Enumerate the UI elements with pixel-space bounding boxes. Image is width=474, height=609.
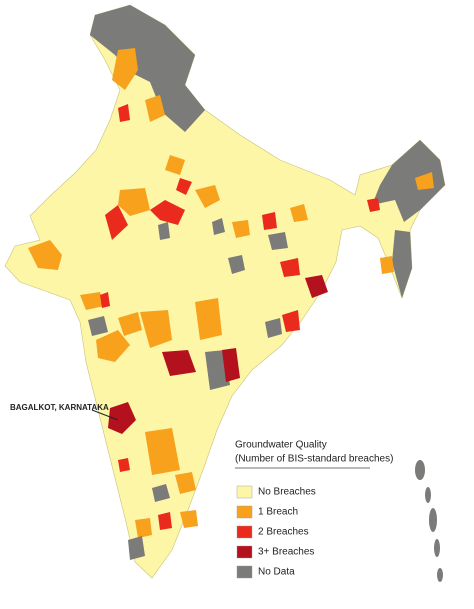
country-shapes xyxy=(4,4,446,582)
district-regions xyxy=(28,5,445,560)
district xyxy=(158,222,170,240)
district xyxy=(392,230,412,298)
district xyxy=(150,200,185,225)
district xyxy=(162,350,196,376)
district xyxy=(80,292,104,310)
legend-swatch xyxy=(236,505,253,519)
island xyxy=(437,568,443,582)
district xyxy=(135,518,152,538)
district xyxy=(290,204,308,222)
district xyxy=(232,220,250,238)
district xyxy=(262,212,277,230)
district xyxy=(158,512,172,530)
district xyxy=(305,275,328,298)
legend: No Breaches 1 Breach 2 Breaches 3+ Breaches… xyxy=(236,485,316,579)
legend-title: Groundwater Quality xyxy=(235,440,327,451)
district xyxy=(100,292,110,308)
district xyxy=(140,310,172,348)
district xyxy=(118,188,150,216)
legend-label: 1 Breach xyxy=(258,507,298,518)
district xyxy=(195,298,222,340)
india-outline xyxy=(4,4,446,579)
district xyxy=(128,536,145,560)
district xyxy=(108,402,136,434)
district xyxy=(112,48,138,90)
district xyxy=(268,232,288,250)
district xyxy=(415,172,434,190)
district xyxy=(372,140,445,222)
legend-swatch xyxy=(236,545,253,559)
island xyxy=(415,460,425,480)
district xyxy=(367,198,380,212)
district xyxy=(165,155,185,175)
district xyxy=(90,5,205,132)
district xyxy=(118,458,130,472)
island xyxy=(425,487,431,503)
district xyxy=(152,484,170,502)
district xyxy=(88,316,108,336)
district xyxy=(280,258,300,277)
district xyxy=(180,510,198,528)
district xyxy=(228,255,245,274)
district xyxy=(176,178,192,195)
island xyxy=(429,508,437,532)
district xyxy=(175,472,196,494)
island xyxy=(434,539,440,557)
legend-label: No Data xyxy=(258,567,295,578)
district xyxy=(282,310,300,332)
district xyxy=(96,330,130,362)
district xyxy=(265,318,282,338)
legend-label: No Breaches xyxy=(258,487,316,498)
legend-swatch xyxy=(236,485,253,499)
legend-label: 2 Breaches xyxy=(258,527,309,538)
district xyxy=(212,218,225,235)
legend-swatch xyxy=(236,525,253,539)
district xyxy=(222,348,240,382)
annotation-leader xyxy=(91,409,119,421)
district xyxy=(28,240,62,270)
legend-subtitle: (Number of BIS-standard breaches) xyxy=(235,454,393,465)
district xyxy=(118,312,142,336)
district xyxy=(195,185,220,208)
legend-swatch xyxy=(236,565,253,579)
district xyxy=(145,95,165,122)
district xyxy=(105,205,128,240)
district xyxy=(118,104,130,122)
district xyxy=(380,256,394,274)
district xyxy=(145,428,180,475)
annotation: BAGALKOT, KARNATAKA xyxy=(10,403,109,412)
legend-label: 3+ Breaches xyxy=(258,547,314,558)
